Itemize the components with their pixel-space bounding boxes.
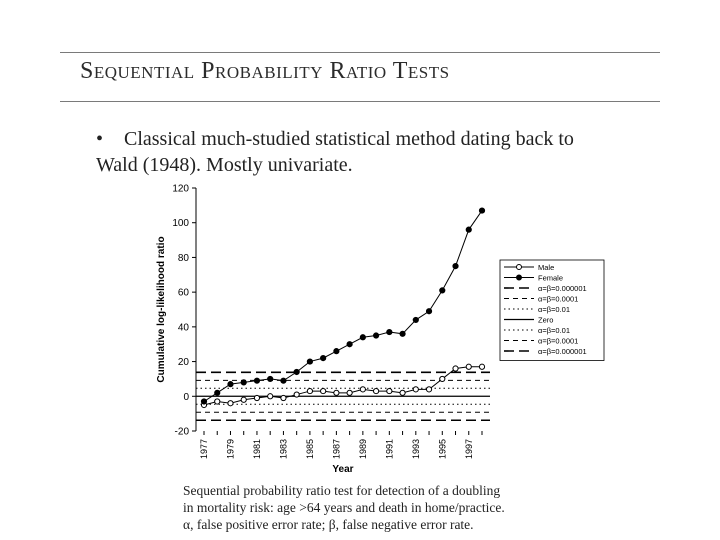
- x-tick-label: 1979: [225, 439, 235, 459]
- legend-marker: [516, 264, 522, 270]
- data-point: [399, 389, 406, 396]
- data-point: [306, 387, 314, 395]
- x-tick-label: 1997: [464, 439, 474, 459]
- legend-label: Male: [538, 263, 554, 272]
- data-point: [372, 387, 380, 395]
- data-point: [214, 398, 221, 405]
- y-tick-label: 100: [172, 218, 189, 229]
- bullet-marker: •: [96, 128, 104, 150]
- data-point: [346, 341, 353, 348]
- x-axis-label: Year: [332, 464, 353, 475]
- legend-label: α=β=0.01: [538, 305, 570, 314]
- legend-label: Zero: [538, 316, 553, 325]
- data-point: [267, 393, 274, 400]
- x-tick-label: 1983: [278, 439, 288, 459]
- data-point: [465, 226, 472, 233]
- data-point: [439, 287, 446, 294]
- caption-line-1: Sequential probability ratio test for de…: [183, 483, 501, 498]
- data-point: [359, 386, 366, 393]
- data-point: [267, 375, 274, 383]
- data-point: [359, 334, 366, 341]
- figure-caption: Sequential probability ratio test for de…: [183, 482, 613, 533]
- caption-line-2: in mortality risk: age >64 years and dea…: [183, 500, 505, 515]
- data-point: [399, 330, 406, 337]
- data-point: [240, 379, 247, 386]
- data-point: [293, 368, 300, 376]
- y-tick-label: 0: [183, 392, 189, 403]
- y-axis-label: Cumulative log-likelihood ratio: [156, 236, 167, 382]
- data-point: [320, 355, 327, 362]
- data-point: [412, 316, 419, 324]
- data-point: [478, 363, 486, 370]
- x-tick-label: 1995: [437, 439, 447, 459]
- title-rule-bottom: [60, 101, 660, 102]
- x-tick-label: 1993: [411, 439, 421, 459]
- bullet-line-1: Classical much-studied statistical metho…: [124, 128, 574, 150]
- y-tick-label: 20: [178, 357, 190, 368]
- y-tick-label: -20: [175, 427, 190, 438]
- legend-label: α=β=0.000001: [538, 347, 587, 356]
- y-tick-label: 80: [178, 253, 190, 264]
- data-point: [425, 386, 433, 393]
- data-point: [465, 363, 472, 370]
- data-point: [200, 398, 208, 405]
- x-tick-label: 1977: [199, 439, 209, 459]
- data-point: [280, 394, 287, 402]
- data-point: [280, 377, 287, 384]
- x-tick-label: 1989: [358, 439, 368, 459]
- data-point: [293, 391, 300, 398]
- series-line: [203, 366, 482, 406]
- data-point: [253, 377, 261, 384]
- data-point: [439, 375, 446, 383]
- legend-label: α=β=0.0001: [538, 295, 578, 304]
- caption-line-3: α, false positive error rate; β, false n…: [183, 517, 474, 532]
- data-point: [425, 308, 433, 315]
- data-point: [306, 358, 314, 365]
- x-tick-label: 1991: [384, 439, 394, 459]
- bullet-line-2: Wald (1948). Mostly univariate.: [96, 154, 353, 176]
- data-point: [452, 365, 459, 372]
- data-point: [227, 381, 234, 388]
- data-point: [253, 394, 261, 402]
- legend-label: α=β=0.000001: [538, 284, 587, 293]
- series-line: [203, 210, 483, 402]
- data-point: [372, 332, 380, 339]
- data-point: [412, 386, 419, 393]
- data-point: [386, 387, 393, 395]
- title-rule-top: [60, 52, 660, 53]
- data-point: [346, 389, 353, 396]
- x-tick-label: 1985: [305, 439, 315, 459]
- sprt-line-chart: -20 0 20 40 60 80 100 120 Cumulative log-likelih…: [156, 184, 605, 475]
- y-tick-label: 60: [178, 288, 190, 299]
- slide-title: Sequential Probability Ratio Tests: [80, 58, 450, 84]
- bullet-point: • Classical much-studied statistical meth…: [96, 126, 676, 178]
- data-point: [214, 389, 221, 396]
- legend-label: α=β=0.0001: [538, 337, 578, 346]
- y-tick-label: 120: [172, 184, 189, 195]
- x-tick-label: 1987: [331, 439, 341, 459]
- legend-label: Female: [538, 274, 563, 283]
- data-point: [240, 396, 247, 403]
- data-point: [333, 389, 340, 396]
- data-point: [227, 400, 234, 407]
- x-tick-label: 1981: [252, 439, 262, 459]
- data-point: [333, 348, 340, 355]
- legend-marker: [516, 274, 522, 281]
- legend-label: α=β=0.01: [538, 326, 570, 335]
- data-point: [452, 263, 459, 270]
- data-point: [386, 328, 393, 336]
- y-tick-label: 40: [178, 322, 190, 333]
- data-point: [320, 387, 327, 395]
- data-point: [478, 207, 486, 214]
